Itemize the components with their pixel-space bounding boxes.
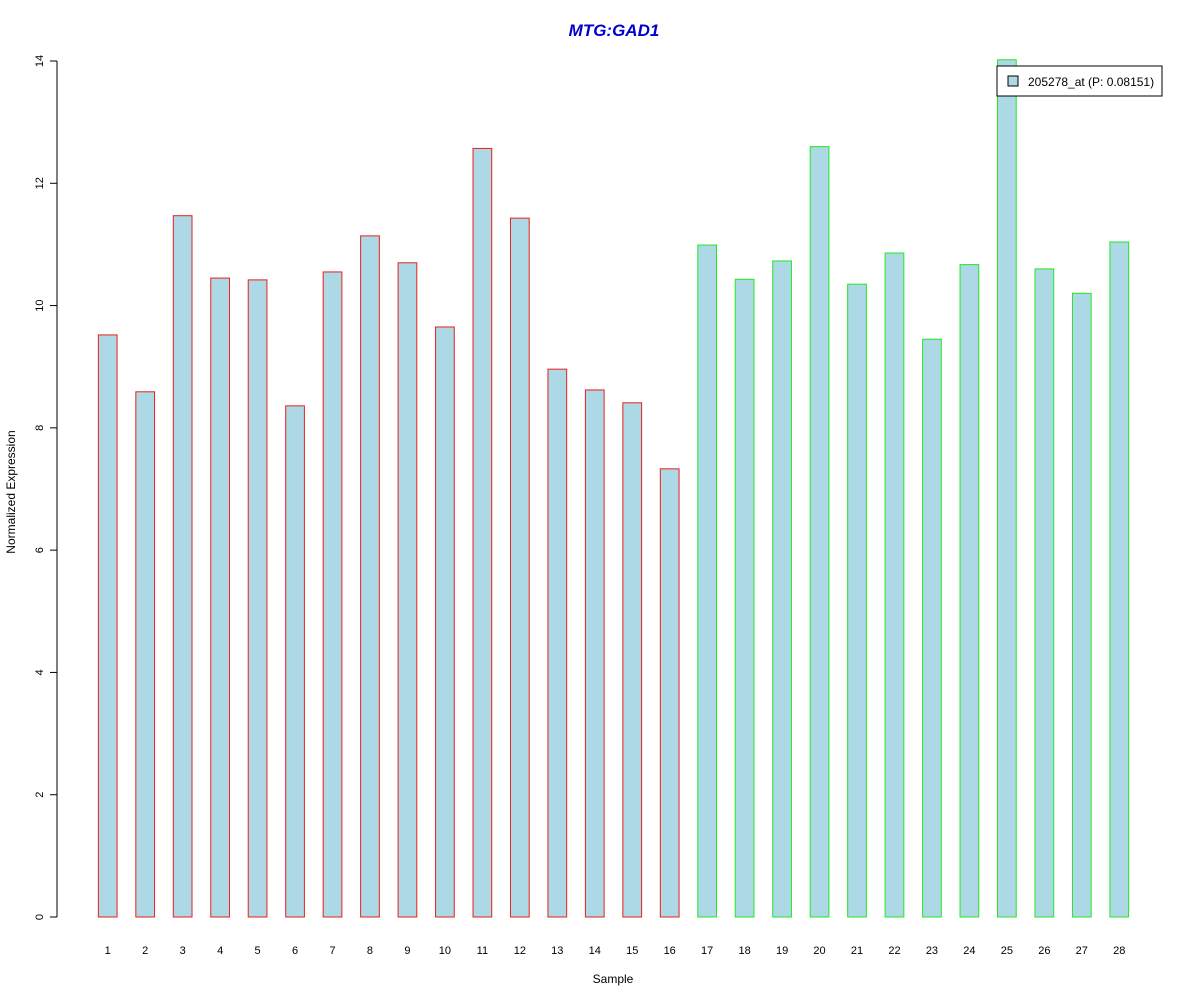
x-tick-labels: 1 2 3 4 5 6 7 8 9 10 11 12 13 14 15 16 17 18 19 20 21 22 23 24 2… — [105, 945, 1126, 957]
y-axis-label: Normalized Expression — [4, 430, 18, 553]
x-tick-label: 4 — [217, 945, 223, 957]
x-tick-label: 18 — [739, 945, 751, 957]
bar-sample-28 — [1109, 241, 1130, 918]
x-tick-label: 19 — [776, 945, 788, 957]
legend-box — [996, 65, 1163, 97]
x-tick-label: 12 — [514, 945, 526, 957]
x-tick-label: 15 — [626, 945, 638, 957]
bar-sample-23 — [922, 338, 942, 918]
x-tick-label: 27 — [1076, 945, 1088, 957]
bar-sample-27 — [1071, 292, 1092, 918]
bar-sample-12 — [509, 217, 530, 918]
x-tick-label: 21 — [851, 945, 863, 957]
bar-sample-7 — [322, 271, 343, 918]
x-tick-label: 6 — [292, 945, 298, 957]
bar-sample-5 — [247, 279, 268, 918]
bar-sample-25 — [997, 59, 1017, 918]
x-tick-label: 10 — [439, 945, 451, 957]
x-tick-label: 8 — [367, 945, 373, 957]
x-tick-label: 1 — [105, 945, 111, 957]
bar-sample-19 — [772, 260, 792, 918]
bar-sample-20 — [809, 146, 830, 918]
x-tick-label: 7 — [329, 945, 335, 957]
bar-sample-4 — [210, 277, 230, 918]
bar-sample-9 — [397, 262, 418, 918]
y-tick-label: 14 — [34, 55, 46, 67]
y-tick-label: 4 — [34, 669, 46, 675]
bar-sample-6 — [285, 405, 305, 918]
x-tick-label: 14 — [589, 945, 601, 957]
chart-title: MTG:GAD1 — [569, 21, 660, 40]
bar-sample-11 — [472, 147, 493, 918]
x-tick-label: 5 — [255, 945, 261, 957]
x-tick-label: 24 — [963, 945, 975, 957]
legend-label: 205278_at (P: 0.08151) — [1028, 75, 1154, 89]
bar-sample-1 — [97, 334, 118, 918]
y-tick-label: 8 — [34, 425, 46, 431]
bar-sample-3 — [172, 215, 193, 918]
x-tick-label: 3 — [180, 945, 186, 957]
x-tick-label: 26 — [1038, 945, 1050, 957]
y-tick-label: 0 — [34, 914, 46, 920]
x-axis-label: Sample — [593, 972, 634, 986]
bar-sample-24 — [959, 264, 980, 918]
bar-sample-10 — [435, 326, 455, 918]
x-tick-label: 13 — [551, 945, 563, 957]
bar-sample-13 — [547, 368, 568, 918]
y-tick-label: 10 — [34, 299, 46, 311]
x-tick-label: 23 — [926, 945, 938, 957]
x-tick-label: 20 — [813, 945, 825, 957]
x-tick-label: 28 — [1113, 945, 1125, 957]
bar-sample-17 — [697, 244, 718, 918]
bar-sample-26 — [1034, 268, 1055, 918]
x-tick-label: 17 — [701, 945, 713, 957]
x-tick-label: 9 — [404, 945, 410, 957]
y-tick-label: 2 — [34, 792, 46, 798]
bar-sample-18 — [734, 278, 755, 918]
x-tick-label: 16 — [664, 945, 676, 957]
y-tick-label: 6 — [34, 547, 46, 553]
x-tick-label: 25 — [1001, 945, 1013, 957]
x-tick-label: 11 — [477, 945, 488, 957]
bar-sample-21 — [847, 283, 867, 918]
x-tick-label: 2 — [142, 945, 148, 957]
bar-sample-16 — [659, 468, 680, 918]
bars-group — [97, 59, 1130, 918]
bar-sample-15 — [622, 402, 643, 918]
y-tick-label: 12 — [34, 177, 46, 189]
x-tick-label: 22 — [888, 945, 900, 957]
bar-sample-2 — [135, 391, 156, 918]
legend: 205278_at (P: 0.08151) — [996, 65, 1163, 97]
legend-swatch — [1007, 75, 1019, 87]
y-axis: 0 2 4 6 8 10 12 14 — [34, 55, 58, 920]
bar-sample-8 — [360, 235, 380, 918]
bar-sample-14 — [584, 389, 605, 918]
bar-sample-22 — [884, 252, 905, 918]
